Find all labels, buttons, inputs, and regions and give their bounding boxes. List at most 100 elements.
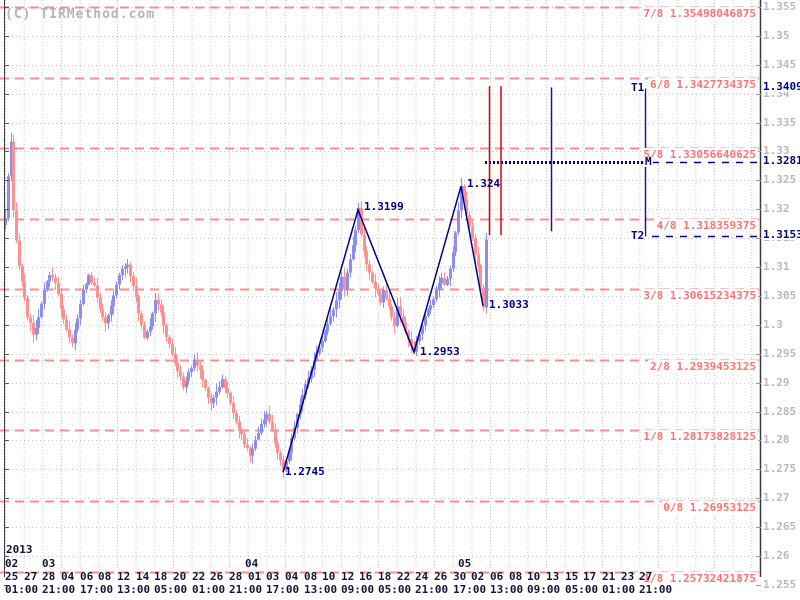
candle-body [196, 359, 199, 366]
candle-body [424, 315, 427, 326]
time-label: 17:00 [266, 583, 300, 596]
candle-body [452, 252, 455, 269]
day-label: 16 [359, 570, 373, 583]
candle-body [338, 291, 341, 301]
candle-body [201, 370, 204, 381]
candle-body [32, 322, 35, 335]
price-axis-label: 1.285 [763, 405, 797, 418]
price-axis-label: 1.27 [763, 491, 790, 504]
price-axis-label: 1.29 [763, 376, 790, 389]
candle-body [427, 309, 430, 316]
candle-body [187, 372, 190, 381]
candle-body [107, 315, 110, 324]
candle-body [229, 392, 232, 403]
candle-body [160, 304, 163, 313]
day-label: 06 [80, 570, 94, 583]
candle-body [193, 359, 196, 368]
candle-body [110, 305, 113, 316]
candle-body [468, 215, 471, 227]
candle-body [171, 343, 174, 354]
watermark: (C) TIRMethod.com [5, 7, 156, 22]
candle-body [485, 239, 488, 308]
candle-body [479, 265, 482, 288]
candle-body [143, 324, 146, 338]
candle-body [10, 141, 13, 177]
candle-body [79, 303, 82, 319]
day-label: 23 [621, 570, 635, 583]
candle-body [282, 460, 285, 471]
time-label: 01:00 [192, 583, 226, 596]
time-label: 01:00 [602, 583, 636, 596]
price-axis-label: 1.32 [763, 202, 790, 215]
candle-body [457, 210, 460, 233]
candle-body [74, 329, 77, 344]
candle-body [71, 337, 74, 344]
candle-body [379, 294, 382, 303]
candle-body [374, 281, 377, 289]
candle-body [96, 285, 99, 298]
candle-body [382, 290, 385, 303]
day-label: 13 [546, 570, 560, 583]
candle-body [404, 322, 407, 332]
year-label: 2013 [6, 543, 33, 556]
candle-body [221, 379, 224, 388]
murrey-level-label: 2/8 1.2939453125 [648, 360, 758, 373]
price-axis-label: 1.295 [763, 347, 797, 360]
day-label: 04 [61, 570, 75, 583]
candle-body [7, 176, 10, 219]
target-label-t1: T1 [630, 81, 646, 94]
price-axis-label: 1.265 [763, 520, 797, 533]
price-axis-label: 1.335 [763, 116, 797, 129]
day-label: 04 [285, 570, 299, 583]
candle-body [346, 272, 349, 290]
target-price-tag: 1.3281 [762, 155, 800, 166]
candle-body [421, 325, 424, 335]
murrey-level-label: -1/8 1.25732421875 [634, 572, 758, 585]
candle-body [235, 413, 238, 422]
candle-body [429, 305, 432, 310]
candle-body [474, 237, 477, 255]
candle-body [215, 391, 218, 398]
price-axis-label: 1.345 [763, 58, 797, 71]
time-label: 17:00 [80, 583, 114, 596]
candle-body [435, 289, 438, 300]
candle-body [18, 240, 21, 267]
candle-body [238, 421, 241, 431]
candle-body [343, 276, 346, 290]
candle-body [29, 317, 32, 323]
candle-body [179, 371, 182, 377]
candle-body [157, 300, 160, 305]
candle-body [268, 414, 271, 423]
day-label: 08 [98, 570, 112, 583]
day-label: 15 [565, 570, 579, 583]
candle-body [43, 289, 46, 304]
zigzag-line [282, 185, 484, 473]
time-label: 21:00 [229, 583, 263, 596]
candle-body [460, 186, 463, 211]
candle-body [368, 264, 371, 273]
price-axis-label: 1.355 [763, 0, 797, 13]
candle-body [149, 326, 152, 332]
candle-body [176, 363, 179, 372]
swing-price-label: 1.2953 [420, 345, 460, 358]
day-label: 18 [378, 570, 392, 583]
day-label: 02 [471, 570, 485, 583]
day-label: 12 [117, 570, 131, 583]
candle-body [243, 434, 246, 445]
candle-body [363, 234, 366, 252]
candle-body [37, 317, 40, 328]
candle-body [263, 419, 266, 425]
candle-body [246, 444, 249, 448]
swing-price-label: 1.324 [467, 177, 501, 190]
time-label: 09:00 [341, 583, 375, 596]
candle-body [349, 259, 352, 273]
candle-body [93, 282, 96, 286]
candle-body [399, 306, 402, 317]
day-label: 27 [24, 570, 38, 583]
candle-body [174, 353, 177, 364]
candle-body [40, 303, 43, 318]
day-label: 30 [453, 570, 467, 583]
target-price-tag: 1.3153 [762, 229, 800, 240]
candle-body [274, 430, 277, 444]
